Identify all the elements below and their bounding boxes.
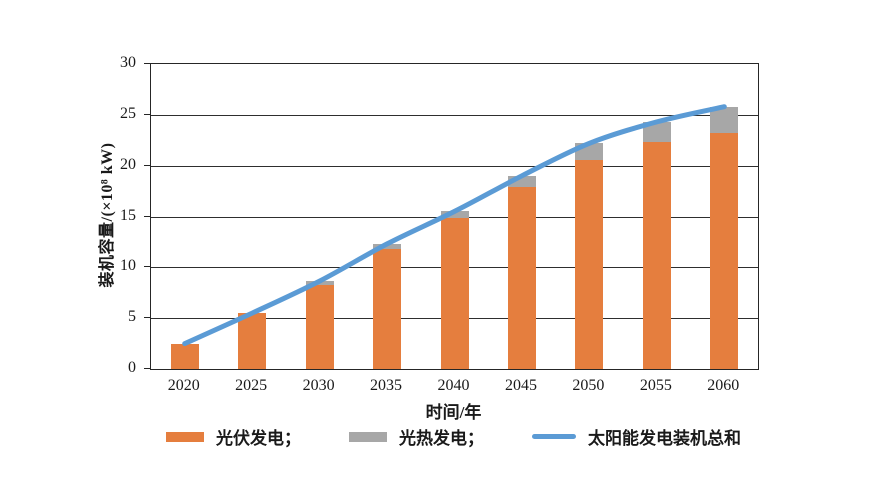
total-line-layer — [182, 104, 727, 347]
y-tick-mark-20 — [144, 164, 150, 166]
legend: 光伏发电； 光热发电； 太阳能发电装机总和 — [150, 424, 757, 449]
x-tick-label-2055: 2055 — [639, 377, 672, 394]
y-tick-mark-0 — [144, 368, 150, 369]
bar-2025 — [238, 64, 267, 369]
x-tick-label-2025: 2025 — [235, 377, 268, 394]
legend-item-total: 太阳能发电装机总和 — [532, 424, 741, 449]
legend-label-csp: 光热发电； — [399, 429, 484, 448]
bar-segment-2050-光伏发电 — [575, 159, 604, 369]
y-tick-mark-10 — [144, 266, 150, 268]
bar-segment-2030-光伏发电 — [305, 284, 334, 369]
bar-segment-2040-光热发电 — [440, 211, 469, 218]
bar-segment-2025-光伏发电 — [238, 313, 267, 369]
x-tick-label-2040: 2040 — [437, 377, 470, 394]
bar-segment-2045-光伏发电 — [507, 187, 536, 369]
legend-item-pv: 光伏发电； — [166, 424, 301, 449]
y-tick-mark-25 — [144, 113, 150, 115]
pv-swatch-icon — [166, 431, 204, 442]
bar-2055 — [642, 64, 671, 369]
total-line-swatch-icon — [532, 434, 576, 439]
bar-2045 — [507, 64, 536, 369]
y-tick-mark-15 — [144, 215, 150, 217]
y-tick-label-15: 15 — [120, 206, 136, 224]
plot-area — [150, 63, 759, 370]
bar-2020 — [170, 64, 199, 369]
bar-2040 — [440, 64, 469, 369]
x-axis-title: 时间/年 — [425, 403, 482, 422]
bar-segment-2040-光伏发电 — [440, 217, 469, 369]
y-tick-mark-30 — [144, 63, 150, 64]
csp-swatch-icon — [349, 431, 387, 442]
bar-segment-2060-光伏发电 — [710, 133, 739, 369]
legend-label-total: 太阳能发电装机总和 — [588, 429, 741, 448]
legend-label-pv: 光伏发电； — [216, 429, 301, 448]
x-tick-label-2035: 2035 — [370, 377, 403, 394]
bar-segment-2055-光热发电 — [642, 121, 671, 143]
y-tick-label-20: 20 — [120, 155, 136, 173]
y-tick-label-5: 5 — [128, 308, 136, 326]
bar-2030 — [305, 64, 334, 369]
y-tick-label-0: 0 — [128, 359, 136, 376]
gridline-25 — [151, 114, 758, 116]
gridline-20 — [151, 165, 758, 167]
x-tick-label-2020: 2020 — [167, 377, 200, 394]
total-capacity-line — [182, 104, 727, 347]
bar-segment-2045-光热发电 — [507, 175, 536, 187]
x-tick-label-2050: 2050 — [572, 377, 605, 394]
y-tick-label-30: 30 — [120, 54, 136, 71]
bar-2050 — [575, 64, 604, 369]
y-tick-label-10: 10 — [120, 257, 136, 275]
x-tick-label-2045: 2045 — [504, 377, 537, 394]
legend-item-csp: 光热发电； — [349, 424, 484, 449]
bar-segment-2055-光伏发电 — [642, 142, 671, 369]
bar-segment-2020-光伏发电 — [170, 343, 199, 369]
bar-segment-2035-光伏发电 — [373, 249, 402, 369]
y-tick-label-25: 25 — [120, 104, 136, 122]
x-tick-label-2030: 2030 — [302, 377, 335, 394]
x-tick-label-2060: 2060 — [707, 377, 740, 394]
y-tick-mark-5 — [144, 317, 150, 319]
